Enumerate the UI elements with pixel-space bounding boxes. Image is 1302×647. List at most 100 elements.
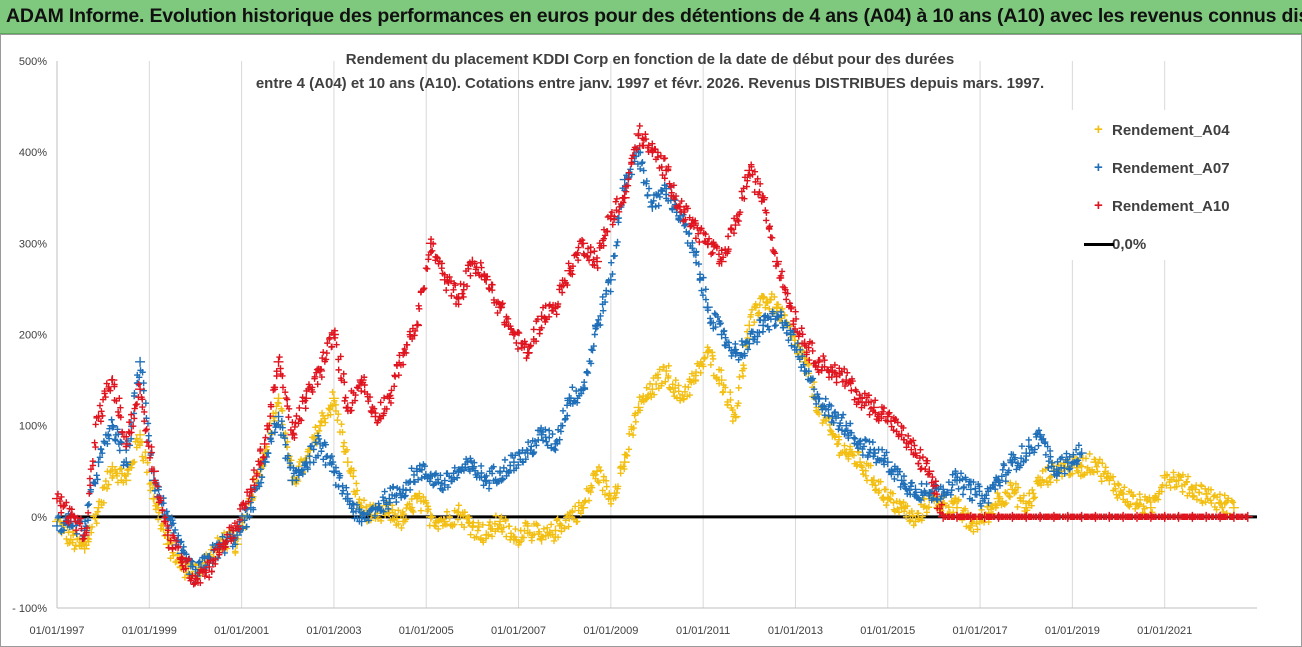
scatter-mark-a10 xyxy=(285,413,292,421)
data-point-a07 xyxy=(965,484,976,495)
data-point-a10 xyxy=(135,384,146,395)
scatter-mark-a07 xyxy=(196,558,203,565)
scatter-mark-a07 xyxy=(1046,447,1054,455)
scatter-mark-a07 xyxy=(764,323,771,330)
scatter-mark-a04 xyxy=(1154,496,1162,503)
scatter-mark-a07 xyxy=(145,432,152,439)
scatter-mark-a04 xyxy=(686,391,694,399)
scatter-mark-a04 xyxy=(1188,483,1195,491)
scatter-mark-a04 xyxy=(597,467,604,474)
scatter-mark-a07 xyxy=(246,513,253,521)
data-point-a04 xyxy=(647,384,658,395)
scatter-mark-a07 xyxy=(386,499,394,506)
scatter-mark-a10 xyxy=(851,396,858,403)
series-a07 xyxy=(52,145,1087,586)
scatter-mark-a04 xyxy=(520,534,528,541)
scatter-mark-a10 xyxy=(230,534,238,542)
scatter-mark-a10 xyxy=(833,373,840,380)
scatter-mark-a07 xyxy=(615,214,623,222)
scatter-mark-a04 xyxy=(636,407,644,414)
scatter-mark-a10 xyxy=(283,396,291,403)
scatter-mark-a07 xyxy=(268,430,275,437)
scatter-mark-a07 xyxy=(959,491,967,498)
scatter-mark-a07 xyxy=(825,406,832,413)
scatter-mark-a10 xyxy=(341,379,348,386)
scatter-mark-a04 xyxy=(767,296,775,303)
scatter-mark-a04 xyxy=(322,419,329,426)
scatter-mark-a10 xyxy=(806,356,813,364)
scatter-mark-a07 xyxy=(1035,427,1043,434)
scatter-mark-a07 xyxy=(711,310,718,317)
scatter-mark-a07 xyxy=(831,409,838,417)
scatter-mark-a07 xyxy=(488,470,496,477)
scatter-mark-a04 xyxy=(722,384,729,391)
scatter-mark-a10 xyxy=(463,282,471,290)
x-tick-label: 01/01/2007 xyxy=(491,625,546,637)
scatter-mark-a07 xyxy=(578,387,585,394)
x-tick-label: 01/01/2005 xyxy=(399,625,454,637)
data-point-a04 xyxy=(744,320,755,331)
scatter-mark-a07 xyxy=(1058,454,1066,461)
scatter-mark-a10 xyxy=(748,163,755,170)
scatter-mark-a07 xyxy=(477,462,485,470)
scatter-mark-a04 xyxy=(709,355,717,363)
scatter-mark-a07 xyxy=(97,445,104,453)
scatter-mark-a04 xyxy=(834,440,842,447)
scatter-mark-a07 xyxy=(490,463,497,470)
scatter-mark-a04 xyxy=(356,496,363,503)
scatter-mark-a10 xyxy=(380,410,388,417)
scatter-mark-a07 xyxy=(780,324,787,331)
scatter-mark-a10 xyxy=(324,339,331,347)
scatter-mark-a10 xyxy=(769,246,777,254)
scatter-mark-a07 xyxy=(591,331,598,338)
scatter-mark-a07 xyxy=(896,468,903,475)
scatter-mark-a07 xyxy=(364,511,372,518)
scatter-mark-a07 xyxy=(1035,442,1042,449)
scatter-mark-a07 xyxy=(632,153,640,160)
scatter-mark-a07 xyxy=(590,342,597,350)
scatter-mark-a04 xyxy=(263,446,270,453)
data-point-a07 xyxy=(605,274,616,285)
scatter-mark-a10 xyxy=(236,516,244,524)
scatter-mark-a10 xyxy=(380,394,388,402)
scatter-mark-a07 xyxy=(835,426,842,433)
scatter-mark-a10 xyxy=(291,423,299,431)
scatter-mark-a10 xyxy=(866,411,873,418)
scatter-mark-a10 xyxy=(460,293,467,301)
scatter-mark-a07 xyxy=(282,441,289,448)
scatter-mark-a04 xyxy=(124,467,131,474)
scatter-mark-a04 xyxy=(1029,486,1036,494)
scatter-mark-a04 xyxy=(713,375,720,383)
scatter-mark-a04 xyxy=(232,548,239,555)
scatter-mark-a07 xyxy=(352,507,360,515)
scatter-mark-a07 xyxy=(55,513,62,520)
scatter-mark-a04 xyxy=(502,517,509,524)
scatter-mark-a04 xyxy=(705,348,712,355)
scatter-mark-a04 xyxy=(666,384,673,391)
scatter-mark-a10 xyxy=(910,451,917,458)
scatter-mark-a10 xyxy=(370,405,378,412)
scatter-mark-a10 xyxy=(684,205,691,212)
scatter-mark-a07 xyxy=(769,308,776,315)
scatter-mark-a07 xyxy=(564,397,571,404)
scatter-mark-a04 xyxy=(1069,470,1076,477)
scatter-mark-a04 xyxy=(670,388,677,396)
scatter-mark-a04 xyxy=(1190,492,1198,500)
scatter-mark-a04 xyxy=(1090,469,1098,476)
scatter-mark-a07 xyxy=(421,462,428,470)
scatter-mark-a10 xyxy=(900,436,908,443)
scatter-mark-a04 xyxy=(475,523,483,531)
scatter-mark-a07 xyxy=(432,470,440,477)
scatter-mark-a10 xyxy=(65,519,72,527)
scatter-mark-a04 xyxy=(94,508,101,515)
x-tick-label: 01/01/2009 xyxy=(583,625,638,637)
scatter-mark-a07 xyxy=(822,395,829,403)
scatter-mark-a04 xyxy=(1014,484,1022,491)
scatter-mark-a07 xyxy=(308,442,316,450)
scatter-mark-a10 xyxy=(503,319,510,326)
scatter-mark-a04 xyxy=(1170,473,1178,481)
scatter-mark-a07 xyxy=(1075,442,1083,449)
scatter-mark-a04 xyxy=(665,362,672,370)
scatter-mark-a04 xyxy=(755,309,763,316)
scatter-mark-a07 xyxy=(328,453,336,460)
